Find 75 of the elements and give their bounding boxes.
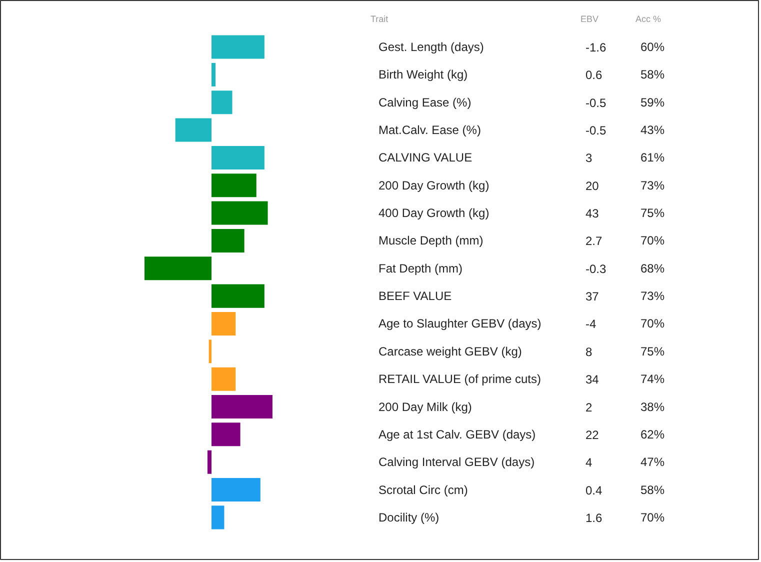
text: 37 [586,290,600,304]
text: 1.6 [586,510,603,525]
text: 43 [586,206,600,221]
y-tick-label: Age at 1st Calv. GEBV (days) [378,427,536,442]
bar [212,367,236,391]
y-tick-label: 400 Day Growth (kg) [378,206,490,220]
y-tick-label: 200 Day Milk (kg) [378,400,472,414]
text: Acc % [636,14,662,24]
y-tick-label: BEEF VALUE [378,289,452,304]
text: 2 [586,400,592,414]
bar [144,256,212,280]
text: 70% [640,510,665,524]
text: 8 [586,344,592,359]
text: 75% [640,344,665,358]
bar [212,506,224,530]
bar [212,228,244,252]
text: -1.6 [586,40,607,55]
text: 58% [640,68,665,82]
y-tick-label: Scrotal Circ (cm) [378,482,468,497]
y-tick-label: Birth Weight (kg) [378,68,468,82]
text: 4 [586,456,592,470]
bar [212,312,236,336]
y-tick-label: CALVING VALUE [378,150,472,165]
text: 61% [640,150,665,165]
y-tick-label: Docility (%) [378,510,440,524]
text: 58% [640,482,665,497]
bar [207,450,212,474]
text: 3 [586,151,592,166]
text: 59% [640,95,665,110]
text: -0.5 [586,96,607,110]
bar [212,90,232,114]
text: 43% [640,123,665,138]
text: 38% [640,400,665,414]
text: 0.4 [586,483,603,498]
bar [212,62,216,86]
bar [212,284,264,308]
bar [212,394,272,419]
bar [212,146,264,170]
text: 62% [640,427,665,442]
bar [212,478,260,502]
text: 70% [640,234,665,248]
text: 47% [640,455,665,470]
text: 34 [586,372,600,387]
y-tick-label: 200 Day Growth (kg) [378,178,490,192]
text: 75% [640,206,665,220]
text: 73% [640,289,665,304]
bar [212,422,240,446]
y-tick-label: Gest. Length (days) [378,40,484,54]
text: 68% [640,261,665,276]
text: 60% [640,40,665,54]
text: -0.5 [586,124,607,138]
y-tick-label: Age to Slaughter GEBV (days) [378,316,542,331]
y-tick-label: RETAIL VALUE (of prime cuts) [378,372,541,386]
text: -4 [586,317,596,332]
text: 22 [586,428,600,442]
text: Trait [370,14,389,24]
y-tick-label: Carcase weight GEBV (kg) [378,344,522,358]
bar [212,174,256,198]
text: 20 [586,178,600,193]
y-tick-label: Mat.Calv. Ease (%) [378,123,481,138]
text: EBV [580,14,599,24]
text: 73% [640,178,665,192]
y-tick-label: Calving Interval GEBV (days) [378,455,535,470]
y-tick-label: Muscle Depth (mm) [378,234,484,248]
text: 0.6 [586,68,603,82]
text: -0.3 [586,262,607,276]
text: 2.7 [586,234,603,248]
text: 74% [640,372,665,386]
y-tick-label: Calving Ease (%) [378,95,472,110]
bar [212,201,268,225]
bar [212,35,264,59]
text: 70% [640,316,665,331]
bar [175,118,212,142]
bar [208,340,212,364]
y-tick-label: Fat Depth (mm) [378,261,463,276]
